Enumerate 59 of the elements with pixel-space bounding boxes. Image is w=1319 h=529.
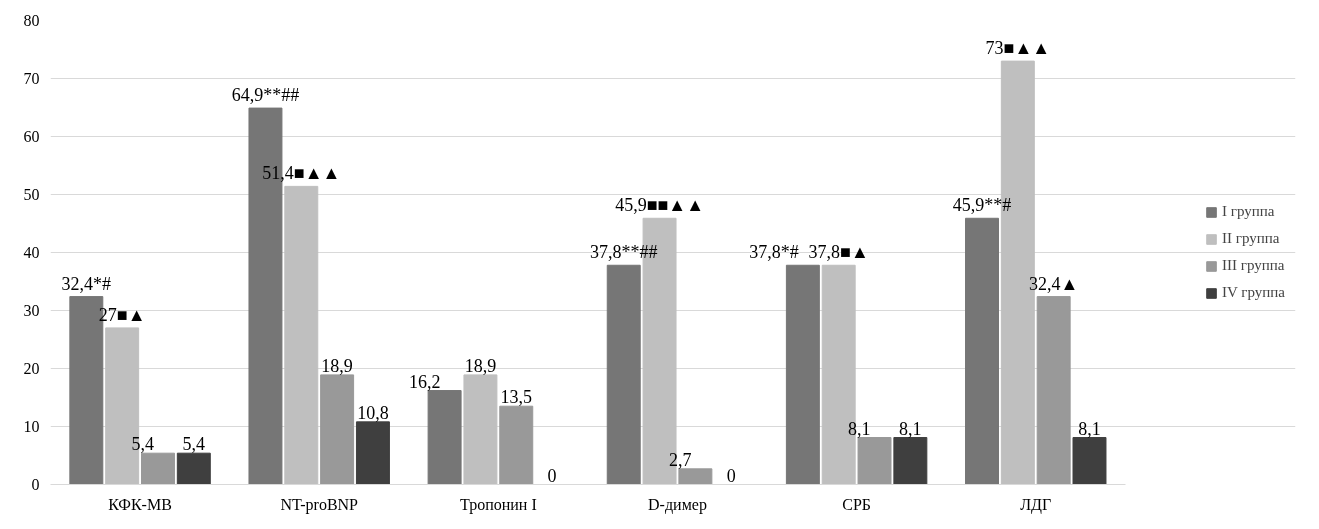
data-label: 8,1 — [1078, 418, 1101, 439]
x-tick-label: КФК-МВ — [108, 495, 172, 513]
bar — [965, 217, 999, 485]
data-label: 2,7 — [668, 449, 692, 470]
y-tick-label: 50 — [23, 186, 40, 203]
data-label: 64,9**## — [231, 85, 300, 106]
data-label: 45,9**# — [952, 195, 1012, 216]
x-tick-label: NT-proBNP — [280, 495, 359, 514]
data-label: 0 — [726, 465, 736, 486]
legend-label: III группа — [1222, 257, 1285, 274]
data-label: 0 — [547, 465, 557, 486]
data-label: 5,4 — [182, 434, 206, 455]
y-tick-label: 10 — [23, 418, 40, 435]
data-label: 5,4 — [131, 434, 154, 455]
y-tick-label: 60 — [23, 128, 40, 145]
data-label: 16,2 — [409, 371, 441, 392]
data-label: 13,5 — [500, 387, 533, 408]
y-tick-label: 70 — [23, 70, 40, 87]
y-tick-label: 80 — [23, 12, 40, 29]
data-label: 37,8*# — [749, 242, 799, 263]
data-label: 10,8 — [357, 402, 389, 423]
bar — [893, 437, 928, 485]
bar — [785, 264, 820, 485]
bar — [284, 185, 319, 485]
data-label: 37,8**## — [589, 242, 658, 263]
y-tick-label: 20 — [23, 360, 40, 377]
legend-label: I группа — [1222, 203, 1275, 220]
bar — [678, 468, 713, 485]
bar — [176, 452, 211, 485]
data-label: 8,1 — [848, 418, 871, 439]
bar — [1072, 437, 1107, 485]
data-label: 18,9 — [321, 355, 353, 376]
data-label: 37,8■▲ — [808, 242, 869, 263]
bar — [1036, 296, 1071, 485]
bar — [141, 452, 175, 485]
data-label: 27■▲ — [98, 304, 146, 325]
data-label: 18,9 — [464, 355, 497, 376]
y-tick-label: 30 — [23, 302, 40, 319]
legend-label: II группа — [1222, 230, 1280, 247]
data-label: 32,4*# — [61, 273, 112, 294]
y-tick-label: 40 — [23, 244, 40, 261]
bar — [606, 264, 641, 485]
bar — [499, 405, 534, 485]
data-label: 32,4▲ — [1029, 273, 1079, 294]
bar — [355, 421, 390, 485]
legend-label: IV группа — [1222, 284, 1285, 301]
data-label: 51,4■▲▲ — [262, 163, 341, 184]
bar — [463, 374, 498, 485]
x-tick-label: СРБ — [842, 495, 871, 513]
data-label: 45,9■■▲▲ — [615, 195, 704, 216]
bar — [857, 437, 892, 485]
x-tick-label: ЛДГ — [1020, 495, 1052, 514]
x-tick-label: Тропонин I — [459, 495, 537, 514]
data-label: 8,1 — [899, 418, 922, 439]
bar — [320, 374, 355, 485]
data-label: 73■▲▲ — [985, 38, 1051, 59]
x-tick-label: D-димер — [648, 495, 707, 514]
bar — [427, 390, 462, 485]
y-tick-label: 0 — [31, 476, 40, 493]
